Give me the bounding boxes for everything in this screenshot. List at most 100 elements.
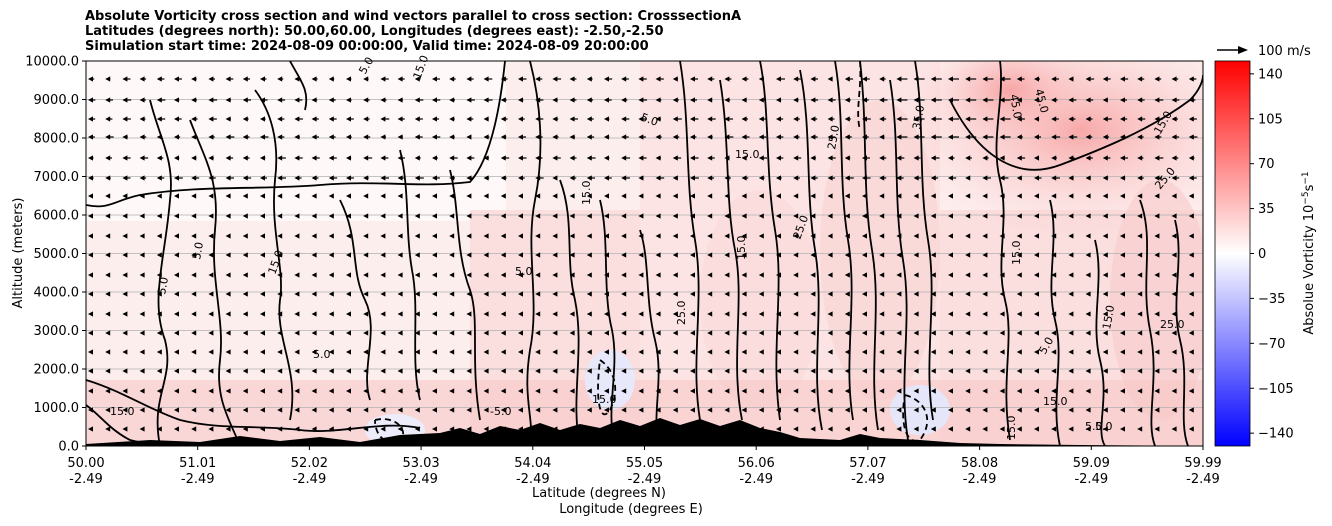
wind-vector	[346, 311, 351, 317]
wind-vector	[105, 252, 111, 258]
wind-vector	[758, 76, 765, 82]
wind-vector	[776, 155, 784, 161]
wind-vector	[88, 134, 95, 140]
x-tick-label-lat: 57.07	[849, 456, 886, 471]
wind-vector	[156, 134, 163, 140]
wind-vector	[191, 407, 197, 413]
wind-vector	[191, 349, 197, 355]
wind-vector	[827, 116, 835, 122]
wind-vector	[432, 252, 437, 258]
wind-vector	[862, 426, 867, 432]
wind-vector	[982, 311, 988, 317]
wind-vector	[913, 272, 919, 278]
wind-vector	[879, 291, 885, 297]
wind-vector	[982, 175, 991, 181]
wind-vector	[724, 76, 732, 82]
wind-vector	[294, 116, 303, 122]
wind-vector	[122, 426, 128, 432]
wind-vector	[1102, 175, 1109, 181]
wind-vector	[741, 134, 750, 140]
wind-vector	[862, 213, 867, 219]
wind-vector	[948, 134, 959, 140]
wind-vector	[328, 311, 334, 317]
wind-vector	[535, 407, 541, 413]
wind-vector	[139, 330, 145, 336]
wind-vector	[260, 175, 268, 181]
wind-vector	[208, 213, 214, 219]
wind-vector	[672, 155, 682, 161]
wind-vector	[397, 213, 403, 219]
wind-vector	[707, 155, 715, 161]
wind-vector	[810, 426, 816, 432]
wind-vector	[191, 272, 197, 278]
wind-vector	[500, 272, 506, 278]
wind-vector	[1085, 426, 1091, 432]
wind-vector	[328, 116, 337, 122]
wind-vector	[879, 116, 887, 122]
wind-vector	[552, 116, 559, 122]
wind-vector	[466, 426, 472, 432]
wind-vector	[948, 155, 955, 161]
wind-vector	[655, 155, 662, 161]
wind-vector	[862, 233, 867, 239]
wind-vector	[690, 349, 695, 355]
wind-vector	[466, 368, 472, 374]
gridlines	[86, 99, 1203, 408]
wind-vector	[1188, 193, 1194, 199]
wind-vector	[139, 193, 145, 199]
wind-vector	[242, 349, 248, 355]
wind-vector	[363, 311, 369, 317]
wind-vector	[982, 368, 988, 374]
wind-vector	[655, 175, 665, 181]
wind-vector	[604, 175, 612, 181]
wind-vector	[1016, 311, 1022, 317]
colorbar-tick-label: −105	[1258, 382, 1294, 397]
wind-vector	[827, 134, 836, 140]
wind-vector	[793, 426, 799, 432]
wind-vector	[1171, 252, 1177, 258]
wind-vector	[1068, 330, 1074, 336]
wind-vector	[328, 213, 334, 219]
wind-vector	[174, 116, 182, 122]
wind-vector	[432, 134, 441, 140]
wind-vector	[1120, 252, 1125, 258]
wind-vector	[1137, 193, 1143, 199]
wind-vector	[965, 311, 971, 317]
y-tick-label: 0.0	[58, 440, 79, 455]
wind-vector	[862, 175, 871, 181]
wind-vector	[1068, 193, 1074, 199]
wind-vector	[380, 426, 386, 432]
wind-vector	[638, 291, 644, 297]
wind-vector	[105, 291, 111, 297]
wind-vector	[930, 97, 942, 103]
wind-vector	[586, 233, 592, 239]
wind-vector	[449, 116, 455, 122]
wind-vector	[535, 272, 541, 278]
wind-vector	[879, 213, 885, 219]
wind-vector	[672, 291, 678, 297]
wind-vector	[518, 272, 523, 278]
wind-vector	[466, 116, 474, 122]
wind-vector	[1120, 134, 1127, 140]
wind-vector	[242, 291, 248, 297]
contour-label: 5.0	[155, 276, 171, 295]
wind-vector	[1102, 116, 1112, 122]
wind-vector	[466, 349, 472, 355]
wind-vector	[913, 368, 919, 374]
wind-vector	[827, 252, 833, 258]
wind-vector	[1016, 252, 1022, 258]
wind-vector	[999, 193, 1005, 199]
wind-vector	[1068, 311, 1074, 317]
wind-vector	[758, 407, 764, 413]
wind-vector	[328, 193, 334, 199]
wind-vector	[277, 368, 283, 374]
wind-vector	[346, 175, 354, 181]
y-tick-label: 3000.0	[34, 324, 80, 339]
wind-vector	[105, 175, 111, 181]
wind-vector	[862, 349, 867, 355]
wind-vector	[1034, 426, 1039, 432]
wind-vector	[414, 175, 424, 181]
wind-vector	[862, 97, 869, 103]
wind-vector	[896, 213, 902, 219]
wind-vector	[982, 426, 988, 432]
